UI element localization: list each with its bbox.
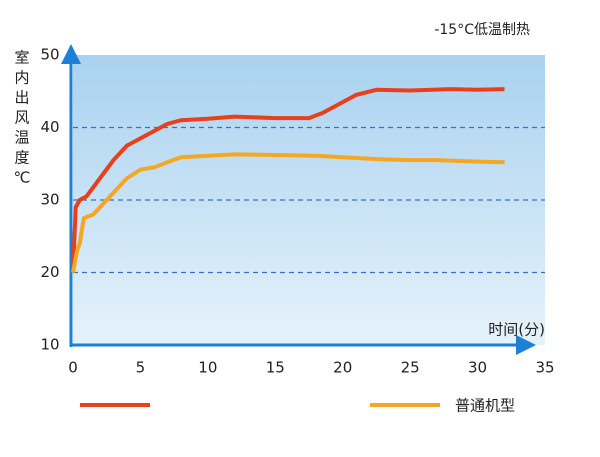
y-tick-label: 40 bbox=[40, 118, 59, 136]
y-axis-label: 度 bbox=[14, 149, 29, 167]
legend-label: 普通机型 bbox=[455, 397, 515, 415]
chart-title: -15°C低温制热 bbox=[434, 22, 530, 38]
x-tick-label: 10 bbox=[198, 359, 217, 377]
y-tick-label: 20 bbox=[40, 263, 59, 281]
x-tick-label: 15 bbox=[266, 359, 285, 377]
series-line bbox=[71, 152, 505, 273]
x-tick-label: 20 bbox=[333, 359, 352, 377]
y-tick-label: 30 bbox=[40, 191, 59, 209]
y-axis-label: ℃ bbox=[14, 169, 31, 187]
x-axis-label: 时间(分) bbox=[488, 321, 545, 339]
y-axis-arrow bbox=[61, 44, 81, 64]
x-tick-label: 0 bbox=[68, 359, 78, 377]
y-axis-label: 温 bbox=[14, 129, 29, 147]
y-axis-label: 室 bbox=[14, 49, 29, 67]
y-tick-label: 50 bbox=[40, 46, 59, 64]
x-tick-label: 25 bbox=[401, 359, 420, 377]
y-tick-label: 10 bbox=[40, 336, 59, 354]
x-axis-arrow bbox=[516, 335, 536, 355]
y-axis-label: 内 bbox=[14, 69, 29, 87]
x-tick-label: 5 bbox=[136, 359, 146, 377]
x-tick-label: 30 bbox=[468, 359, 487, 377]
y-axis-label: 出 bbox=[14, 89, 29, 107]
series-line bbox=[71, 87, 505, 273]
y-axis-label: 风 bbox=[14, 109, 29, 127]
x-tick-label: 35 bbox=[535, 359, 554, 377]
